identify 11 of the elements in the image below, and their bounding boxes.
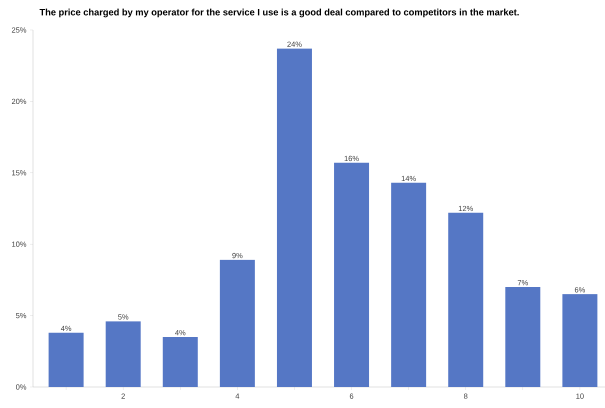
bar xyxy=(448,212,484,387)
bar xyxy=(48,332,84,387)
bar xyxy=(391,182,426,387)
bar xyxy=(334,162,370,387)
bar xyxy=(562,294,598,387)
chart-title: The price charged by my operator for the service I use is a good deal compared to competitors in the market. xyxy=(40,8,519,18)
bar xyxy=(505,287,540,387)
bar xyxy=(276,48,312,387)
bar xyxy=(220,260,255,387)
bar xyxy=(162,337,198,387)
bar xyxy=(106,321,141,387)
